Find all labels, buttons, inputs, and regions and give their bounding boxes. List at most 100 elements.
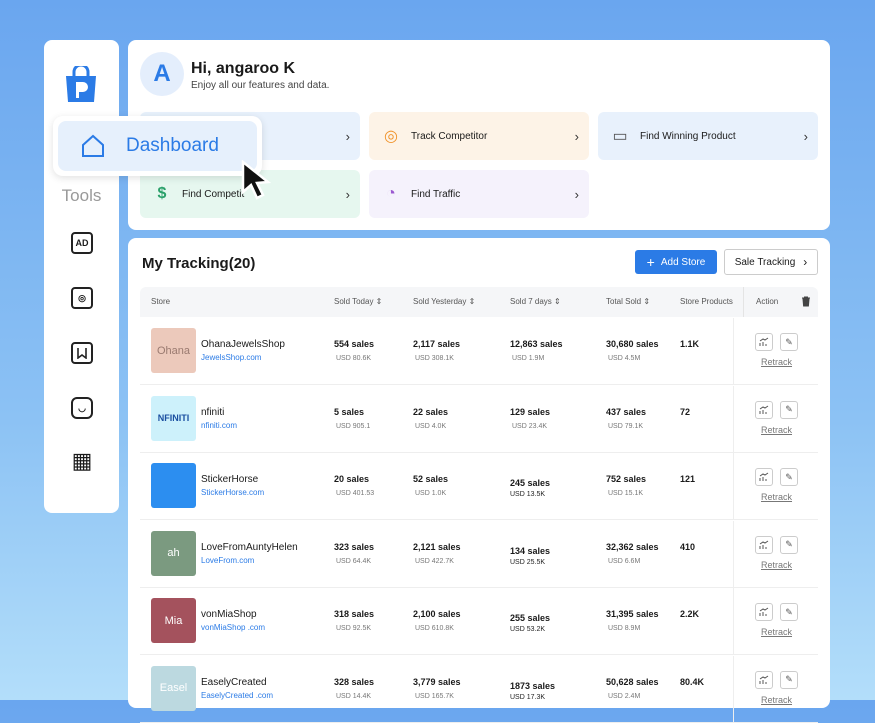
chart-icon[interactable] (755, 468, 773, 486)
sales-count: 255 sales (510, 613, 551, 623)
retrack-link[interactable]: Retrack (761, 357, 793, 367)
edit-icon[interactable]: ✎ (780, 333, 798, 351)
total-sold: 32,362 sales USD 6.6M (606, 542, 659, 565)
sales-usd: USD 308.1K (415, 355, 454, 362)
inbox-icon[interactable]: ◡ (71, 397, 93, 419)
grid-icon[interactable]: ▦ (71, 448, 93, 473)
sales-count: 50,628 sales (606, 676, 659, 687)
store-name[interactable]: EaselyCreated (201, 676, 267, 688)
target-icon: ◎ (384, 128, 398, 145)
sold-yesterday: 22 sales USD 4.0K (413, 407, 448, 430)
store-url[interactable]: StickerHorse.com (201, 488, 265, 497)
table-row: Ohana OhanaJewelsShop JewelsShop.com 554… (140, 318, 818, 385)
sales-usd: USD 17.3K (510, 693, 546, 701)
tracking-card: My Tracking(20) + Add Store Sale Tracking… (128, 238, 830, 723)
sales-count: 3,779 sales (413, 676, 461, 687)
store-products: 80.4K (680, 676, 705, 687)
bookmark-icon[interactable] (71, 342, 93, 364)
sold-7-days: 1873 sales USD 17.3K (510, 681, 555, 701)
camera-icon[interactable]: ◎ (71, 287, 93, 309)
store-products: 1.1K (680, 339, 700, 349)
chart-icon[interactable] (755, 670, 773, 689)
sales-usd: USD 92.5K (336, 625, 372, 632)
store-url[interactable]: JewelsShop.com (201, 353, 262, 362)
store-url[interactable]: LoveFrom.com (201, 555, 255, 565)
action-cell: ✎ Retrack (733, 385, 818, 453)
ad-icon[interactable]: AD (71, 232, 93, 254)
avatar[interactable]: A (140, 52, 184, 96)
store-logo: Mia (151, 598, 196, 643)
card-label: Find Winning Product (640, 130, 736, 142)
dashboard-label: Dashboard (126, 135, 219, 156)
sales-usd: USD 4.0K (415, 422, 447, 430)
chart-icon[interactable] (755, 603, 773, 621)
edit-icon[interactable]: ✎ (780, 603, 798, 621)
quick-card-find-traffic[interactable]: ◔ Find Traffic › (369, 170, 589, 218)
action-cell: ✎ Retrack (733, 588, 818, 655)
chart-icon[interactable] (755, 333, 773, 351)
sale-tracking-label: Sale Tracking (734, 256, 796, 268)
retrack-link[interactable]: Retrack (761, 627, 793, 637)
store-name[interactable]: OhanaJewelsShop (201, 339, 285, 350)
chevron-right-icon: › (345, 128, 350, 144)
store-url[interactable]: nfiniti.com (201, 420, 238, 430)
store-logo: NFINITI (151, 395, 196, 441)
retrack-link[interactable]: Retrack (761, 559, 793, 570)
store-url[interactable]: vonMiaShop .com (201, 623, 266, 632)
sales-count: 12,863 sales (510, 339, 563, 349)
sales-count: 318 sales (334, 609, 375, 619)
chart-icon[interactable] (755, 535, 773, 554)
col-sold-today[interactable]: Sold Today ⇕ (334, 297, 383, 306)
store-name[interactable]: nfiniti (201, 406, 225, 418)
col-sold-yesterday[interactable]: Sold Yesterday ⇕ (413, 297, 476, 306)
store-logo: ah (151, 530, 196, 576)
app-logo[interactable] (64, 66, 98, 104)
add-store-button[interactable]: + Add Store (635, 250, 717, 274)
table-row: NFINITI nfiniti nfiniti.com 5 sales USD 9… (140, 385, 818, 453)
sales-count: 2,117 sales (413, 339, 461, 349)
sales-count: 32,362 sales (606, 541, 659, 552)
sold-7-days: 134 sales USD 25.5K (510, 546, 550, 566)
retrack-link[interactable]: Retrack (761, 424, 793, 435)
sales-usd: USD 14.4K (336, 692, 372, 700)
total-sold: 50,628 sales USD 2.4M (606, 677, 659, 700)
action-cell: ✎ Retrack (733, 453, 818, 520)
col-total-sold[interactable]: Total Sold ⇕ (606, 297, 651, 306)
sale-tracking-button[interactable]: Sale Tracking › (724, 249, 818, 275)
dashboard-menu-item[interactable]: Dashboard (53, 116, 262, 176)
quick-card-track-competitor[interactable]: ◎ Track Competitor › (369, 112, 589, 160)
chart-icon[interactable] (755, 400, 773, 419)
store-url[interactable]: EaselyCreated .com (201, 690, 274, 700)
store-products: 2.2K (680, 609, 700, 619)
sales-usd: USD 610.8K (415, 625, 454, 632)
sales-usd: USD 15.1K (608, 490, 644, 497)
sales-usd: USD 6.6M (608, 557, 641, 565)
retrack-link[interactable]: Retrack (761, 492, 793, 502)
quick-card-find-winning-product[interactable]: ▭ Find Winning Product › (598, 112, 818, 160)
col-store-products[interactable]: Store Products (680, 297, 733, 306)
card-label: Find Competit (182, 188, 245, 200)
edit-icon[interactable]: ✎ (780, 468, 798, 486)
edit-icon[interactable]: ✎ (780, 670, 798, 689)
store-name[interactable]: vonMiaShop (201, 609, 257, 620)
sold-7-days: 12,863 sales USD 1.9M (510, 339, 563, 362)
col-sold-7-days[interactable]: Sold 7 days ⇕ (510, 297, 561, 306)
sold-today: 20 sales USD 401.53 (334, 474, 374, 497)
total-sold: 30,680 sales USD 4.5M (606, 339, 659, 362)
sales-count: 2,100 sales (413, 609, 461, 619)
store-products: 72 (680, 406, 691, 417)
trash-icon[interactable] (801, 296, 811, 307)
sales-usd: USD 905.1 (336, 422, 371, 430)
store-name[interactable]: StickerHorse (201, 474, 259, 485)
store-products: 410 (680, 541, 696, 552)
sales-usd: USD 53.2K (510, 626, 546, 633)
action-cell: ✎ Retrack (733, 655, 818, 723)
col-store: Store (151, 297, 171, 306)
sold-today: 318 sales USD 92.5K (334, 609, 374, 632)
action-cell: ✎ Retrack (733, 520, 818, 588)
store-name[interactable]: LoveFromAuntyHelen (201, 541, 298, 553)
cursor-icon (241, 160, 272, 200)
sold-yesterday: 2,121 sales USD 422.7K (413, 542, 461, 565)
edit-icon[interactable]: ✎ (780, 400, 798, 419)
edit-icon[interactable]: ✎ (780, 535, 798, 554)
